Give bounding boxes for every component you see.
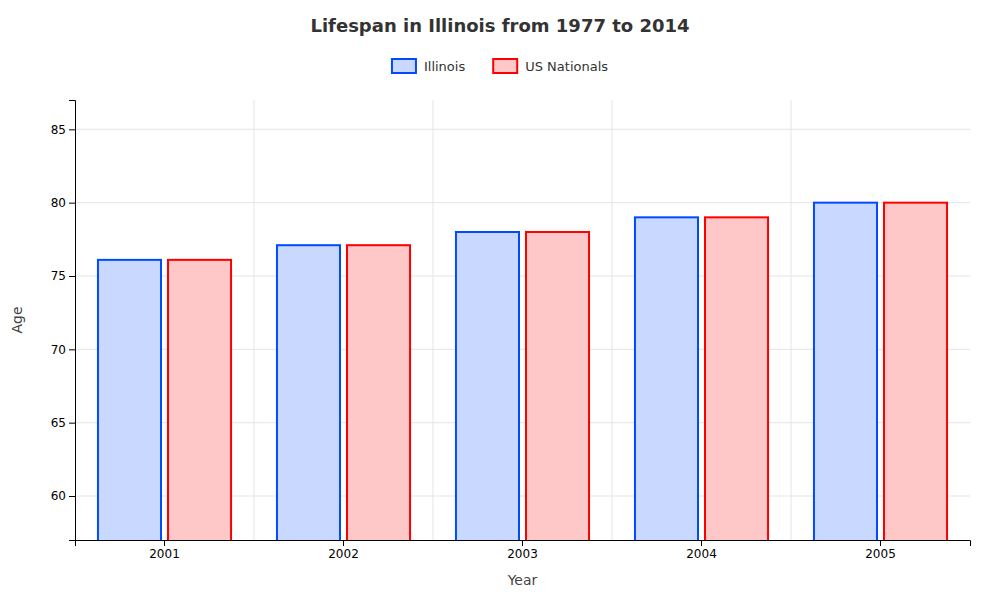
bar [277,245,340,540]
bar [705,217,768,540]
tick: 2005 [865,540,896,561]
bar [884,203,947,540]
tick-label: 2003 [507,547,538,561]
legend-swatch [392,59,416,73]
tick-mark [701,540,702,546]
bar [98,260,161,540]
group-separator [791,100,792,540]
y-axis-title: Age [9,306,25,333]
tick-mark [343,540,344,546]
axis-line [69,101,76,541]
legend: Illinois US Nationals [392,59,608,74]
tick-mark [69,423,75,424]
tick: 75 [51,269,75,283]
tick-label: 65 [51,416,66,430]
legend-item: US Nationals [493,59,608,74]
bars [98,203,947,540]
x-axis: 2001 2002 2003 2004 2005 [76,540,971,561]
tick-label: 85 [51,123,66,137]
tick: 85 [51,123,75,137]
bar [456,232,519,540]
chart: 60 65 70 75 80 85 2001 2002 2003 2004 2005 Year Age L… [0,0,1000,600]
axis-line [76,541,971,547]
tick-label: 2001 [149,547,180,561]
tick-mark [69,496,75,497]
legend-label: US Nationals [525,59,608,74]
series [168,203,947,540]
bar [635,217,698,540]
legend-item: Illinois [392,59,465,74]
tick: 65 [51,416,75,430]
grid-line [75,129,970,130]
group-separator [612,100,613,540]
group-separator [254,100,255,540]
tick-label: 80 [51,196,66,210]
tick: 60 [51,489,75,503]
tick: 70 [51,343,75,357]
tick-mark [69,349,75,350]
tick-label: 60 [51,489,66,503]
plot-area: 60 65 70 75 80 85 2001 2002 2003 2004 2005 [51,100,971,600]
tick-label: 75 [51,269,66,283]
tick-mark [69,276,75,277]
tick: 2001 [149,540,180,561]
tick-mark [69,203,75,204]
legend-label: Illinois [424,59,465,74]
group-separator [433,100,434,540]
tick: 2004 [686,540,717,561]
x-axis-title: Year [507,572,538,588]
tick-label: 70 [51,343,66,357]
title: Lifespan in Illinois from 1977 to 2014 [310,15,689,36]
bar [814,203,877,540]
tick-mark [69,129,75,130]
tick-mark [880,540,881,546]
tick: 2003 [507,540,538,561]
tick-mark [164,540,165,546]
tick-label: 2005 [865,547,896,561]
tick-label: 2002 [328,547,359,561]
legend-swatch [493,59,517,73]
bar [347,245,410,540]
series [98,203,877,540]
tick-label: 2004 [686,547,717,561]
tick: 2002 [328,540,359,561]
tick-mark [522,540,523,546]
bar [526,232,589,540]
tick: 80 [51,196,75,210]
bar [168,260,231,540]
y-axis: 60 65 70 75 80 85 [51,101,76,541]
